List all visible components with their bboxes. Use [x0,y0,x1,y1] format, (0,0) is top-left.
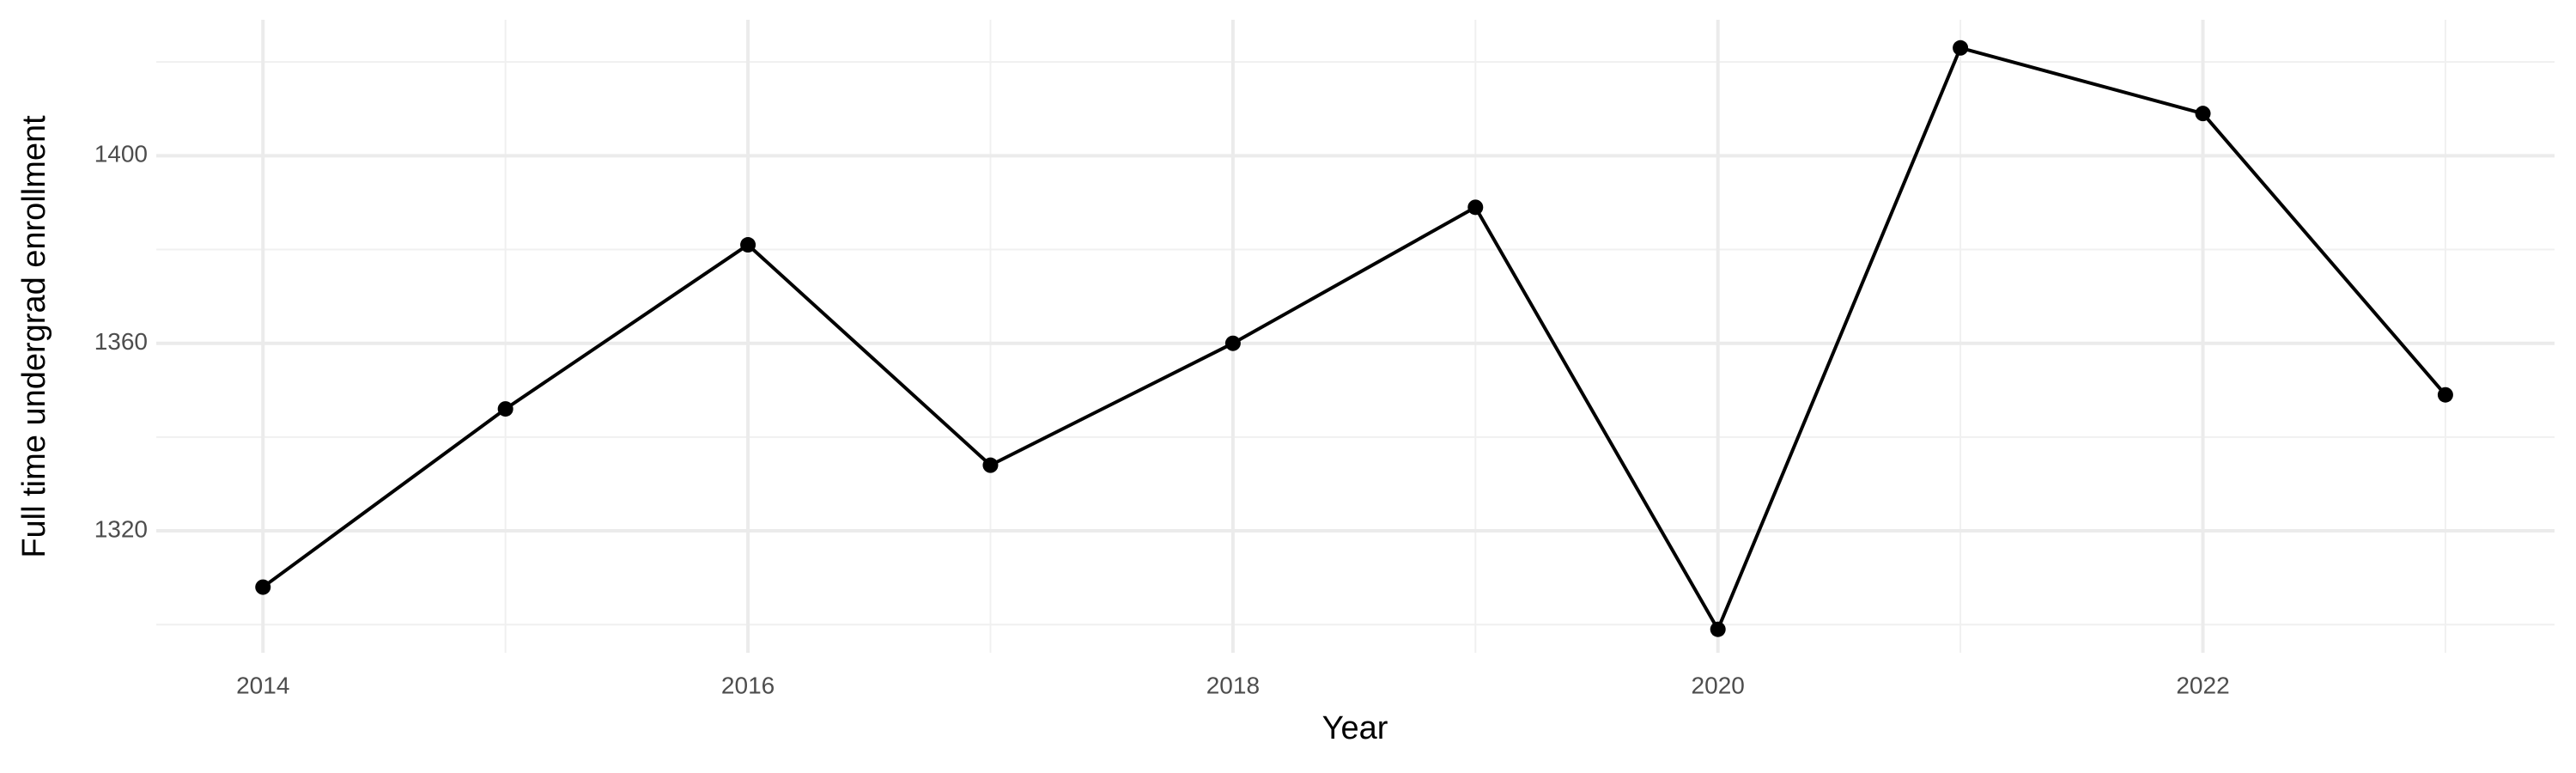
point [740,237,756,253]
y-tick-label: 1400 [94,141,148,167]
x-axis-title: Year [1322,710,1388,746]
x-tick-label: 2014 [236,672,289,698]
point [1224,335,1241,351]
point [497,401,513,417]
point [982,457,999,473]
x-tick-label: 2016 [721,672,775,698]
line [262,46,2447,634]
y-tick-label: 1320 [94,515,148,542]
point [1467,199,1484,216]
point [2437,386,2453,403]
x-tick-label: 2022 [2176,672,2229,698]
y-tick-label: 1360 [94,328,148,355]
y-axis-title: Full time undergrad enrollment [16,115,52,558]
point [1710,621,1726,637]
x-tick-label: 2020 [1692,672,1745,698]
point [255,579,271,595]
point [1953,40,1969,56]
point [2195,106,2211,122]
x-tick-label: 2018 [1206,672,1260,698]
